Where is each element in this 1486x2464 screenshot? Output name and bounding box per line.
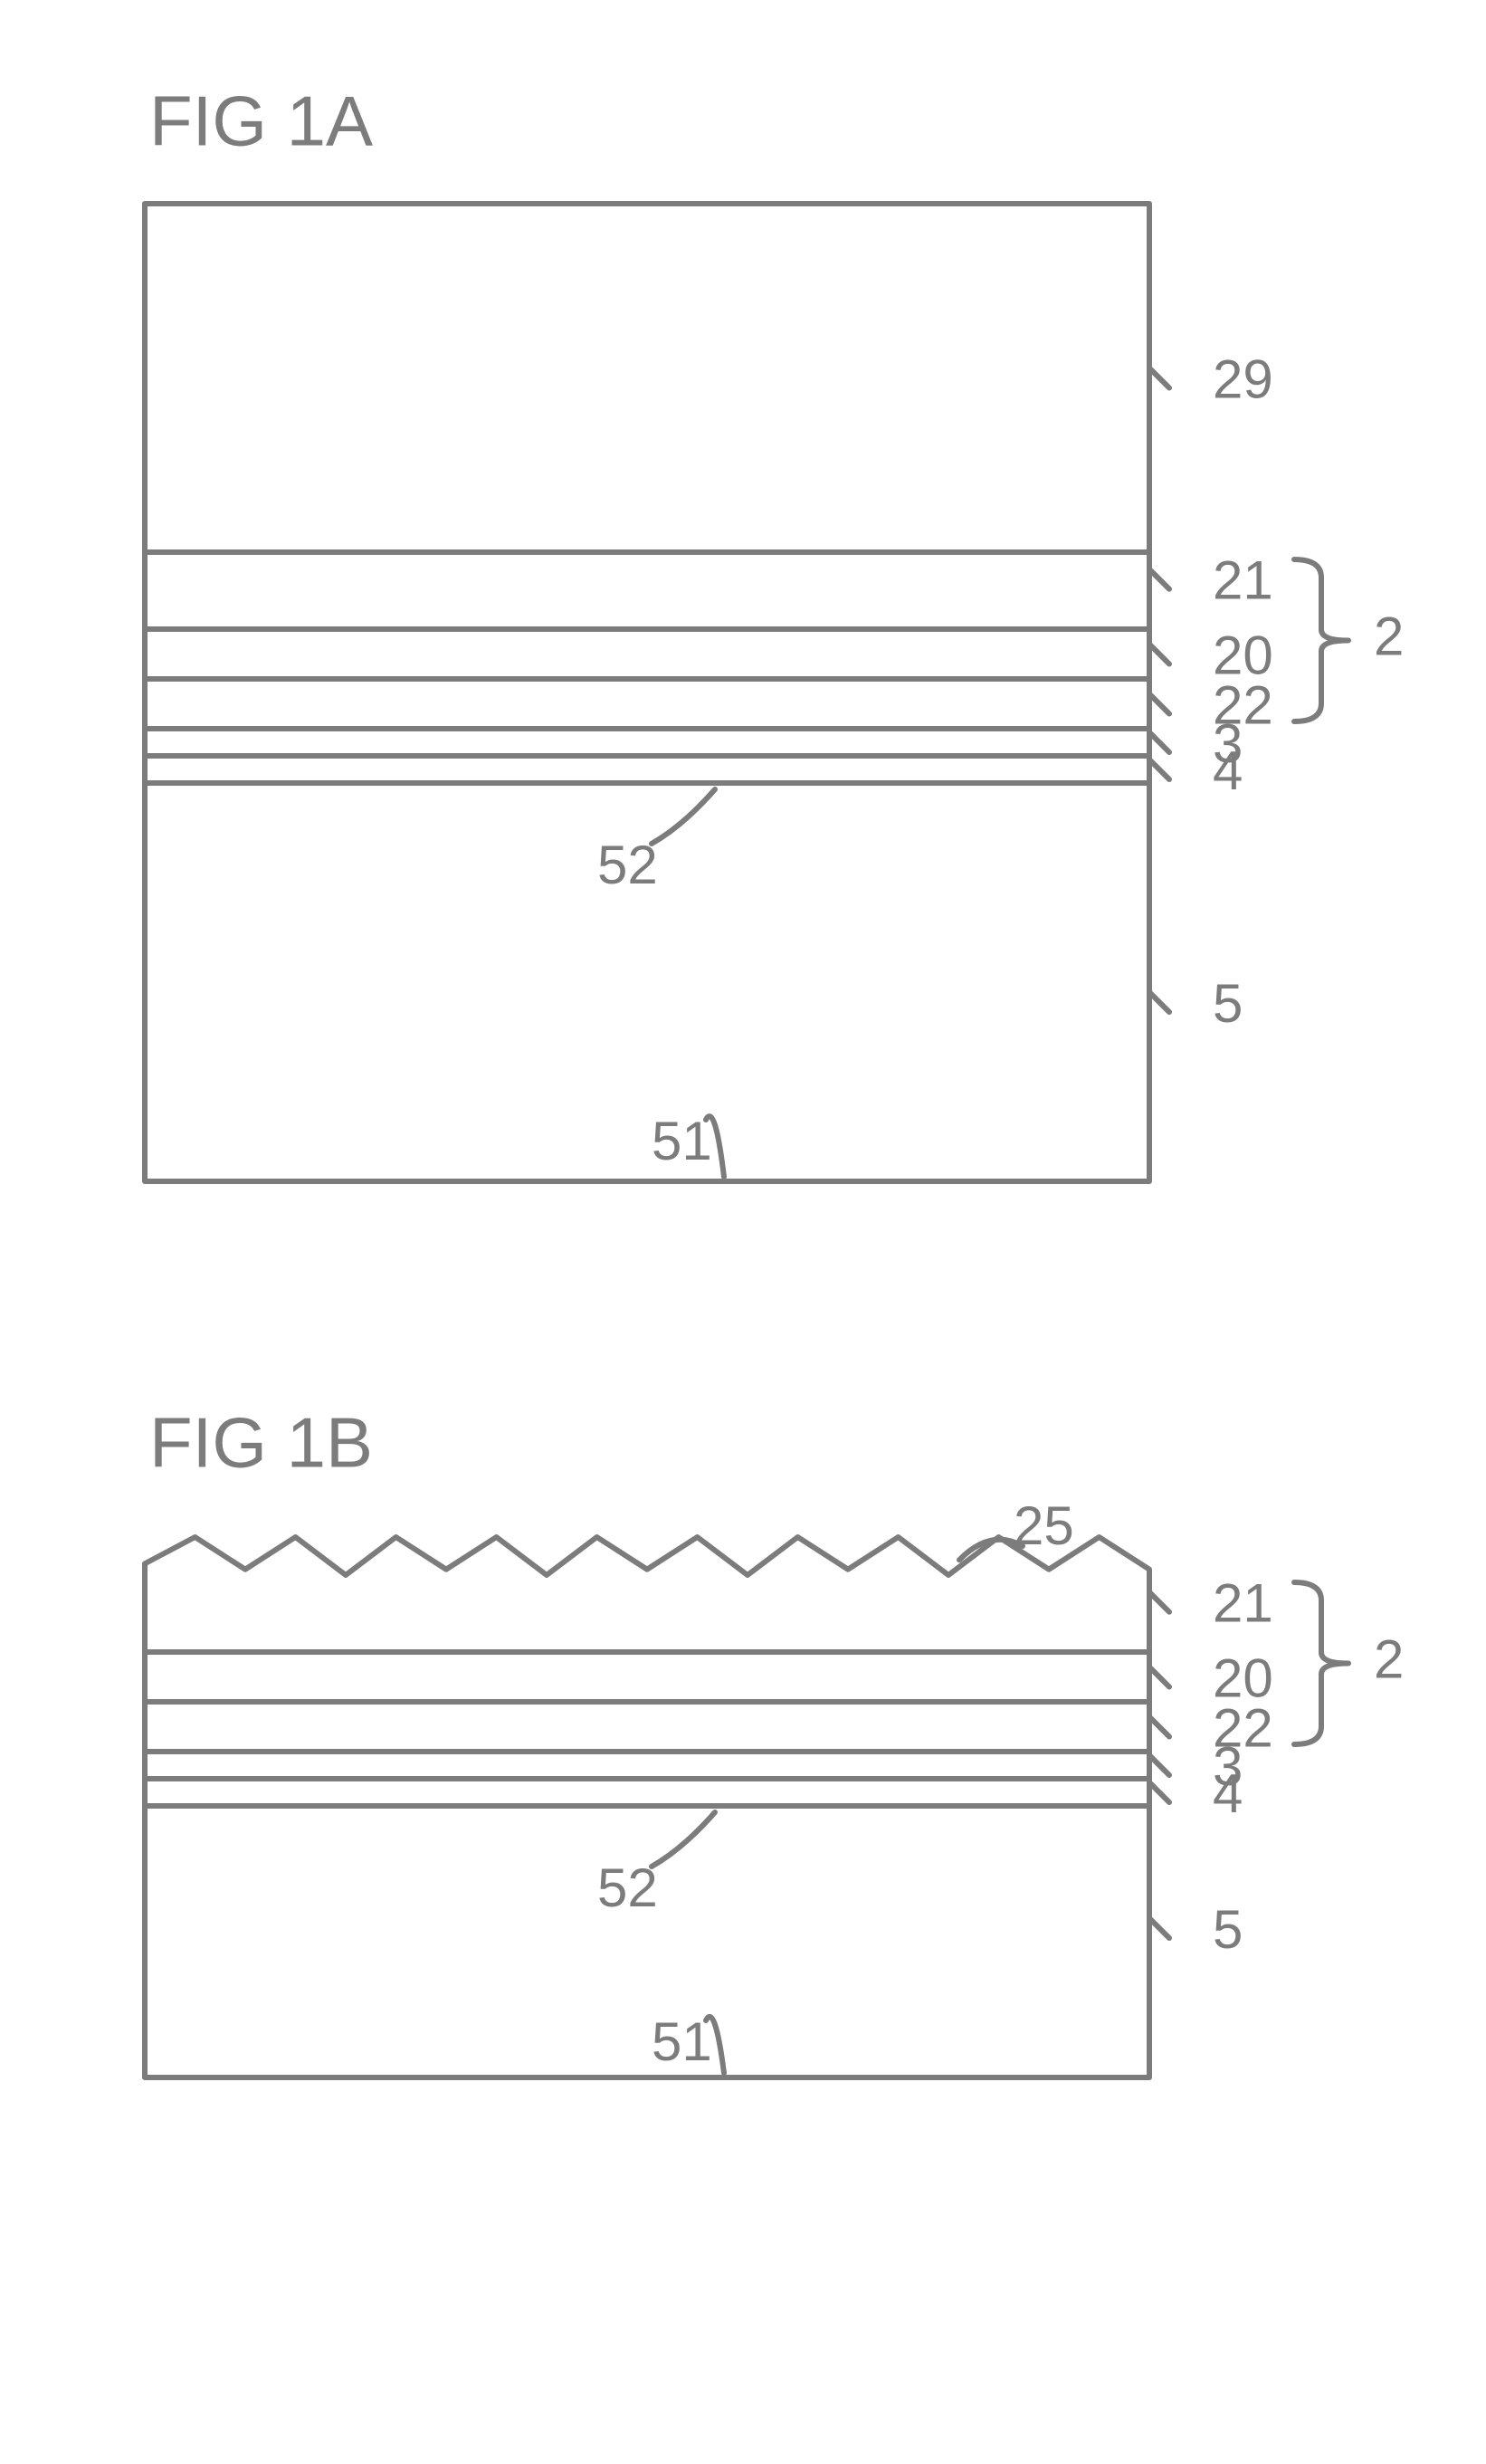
side-label-21: 21 <box>1213 550 1273 611</box>
inner-label-52: 52 <box>597 835 658 895</box>
layer-5 <box>145 1806 1149 2077</box>
lead-tick <box>1149 732 1169 752</box>
brace-label: 2 <box>1374 1628 1404 1689</box>
layer-20 <box>145 629 1149 679</box>
layer-3 <box>145 1752 1149 1779</box>
figure-title: FIG 1A <box>149 81 373 161</box>
inner-label-51: 51 <box>652 1111 712 1171</box>
lead-tick <box>1149 1918 1169 1938</box>
side-label-4: 4 <box>1213 740 1243 801</box>
diagram-canvas: FIG 1A2921202234525251FIG 1B252120223452… <box>0 0 1486 2459</box>
side-label-4: 4 <box>1213 1763 1243 1824</box>
side-label-29: 29 <box>1213 349 1273 409</box>
lead-tick <box>1149 1667 1169 1687</box>
layer-22 <box>145 679 1149 729</box>
layer-4 <box>145 1779 1149 1806</box>
lead-tick <box>1149 645 1169 664</box>
layer-4 <box>145 756 1149 783</box>
side-label-5: 5 <box>1213 1899 1243 1960</box>
lead-tick <box>1149 569 1169 589</box>
layer-22 <box>145 1702 1149 1752</box>
inner-label-52: 52 <box>597 1858 658 1918</box>
lead-tick <box>1149 368 1169 388</box>
layer-21 <box>145 1537 1149 1652</box>
brace <box>1294 559 1348 721</box>
lead-tick <box>1149 759 1169 779</box>
layer-29 <box>145 204 1149 552</box>
side-label-5: 5 <box>1213 973 1243 1034</box>
inner-label-51: 51 <box>652 2011 712 2072</box>
layer-3 <box>145 729 1149 756</box>
figure-title: FIG 1B <box>149 1403 373 1483</box>
brace-label: 2 <box>1374 606 1404 666</box>
layer-20 <box>145 1652 1149 1702</box>
lead-tick <box>1149 992 1169 1012</box>
lead-tick <box>1149 694 1169 714</box>
lead-tick <box>1149 1782 1169 1802</box>
lead-tick <box>1149 1717 1169 1737</box>
side-label-21: 21 <box>1213 1573 1273 1634</box>
brace <box>1294 1582 1348 1744</box>
lead-tick <box>1149 1592 1169 1612</box>
layer-21 <box>145 552 1149 629</box>
rough-top-label: 25 <box>1014 1495 1074 1556</box>
lead-tick <box>1149 1755 1169 1775</box>
